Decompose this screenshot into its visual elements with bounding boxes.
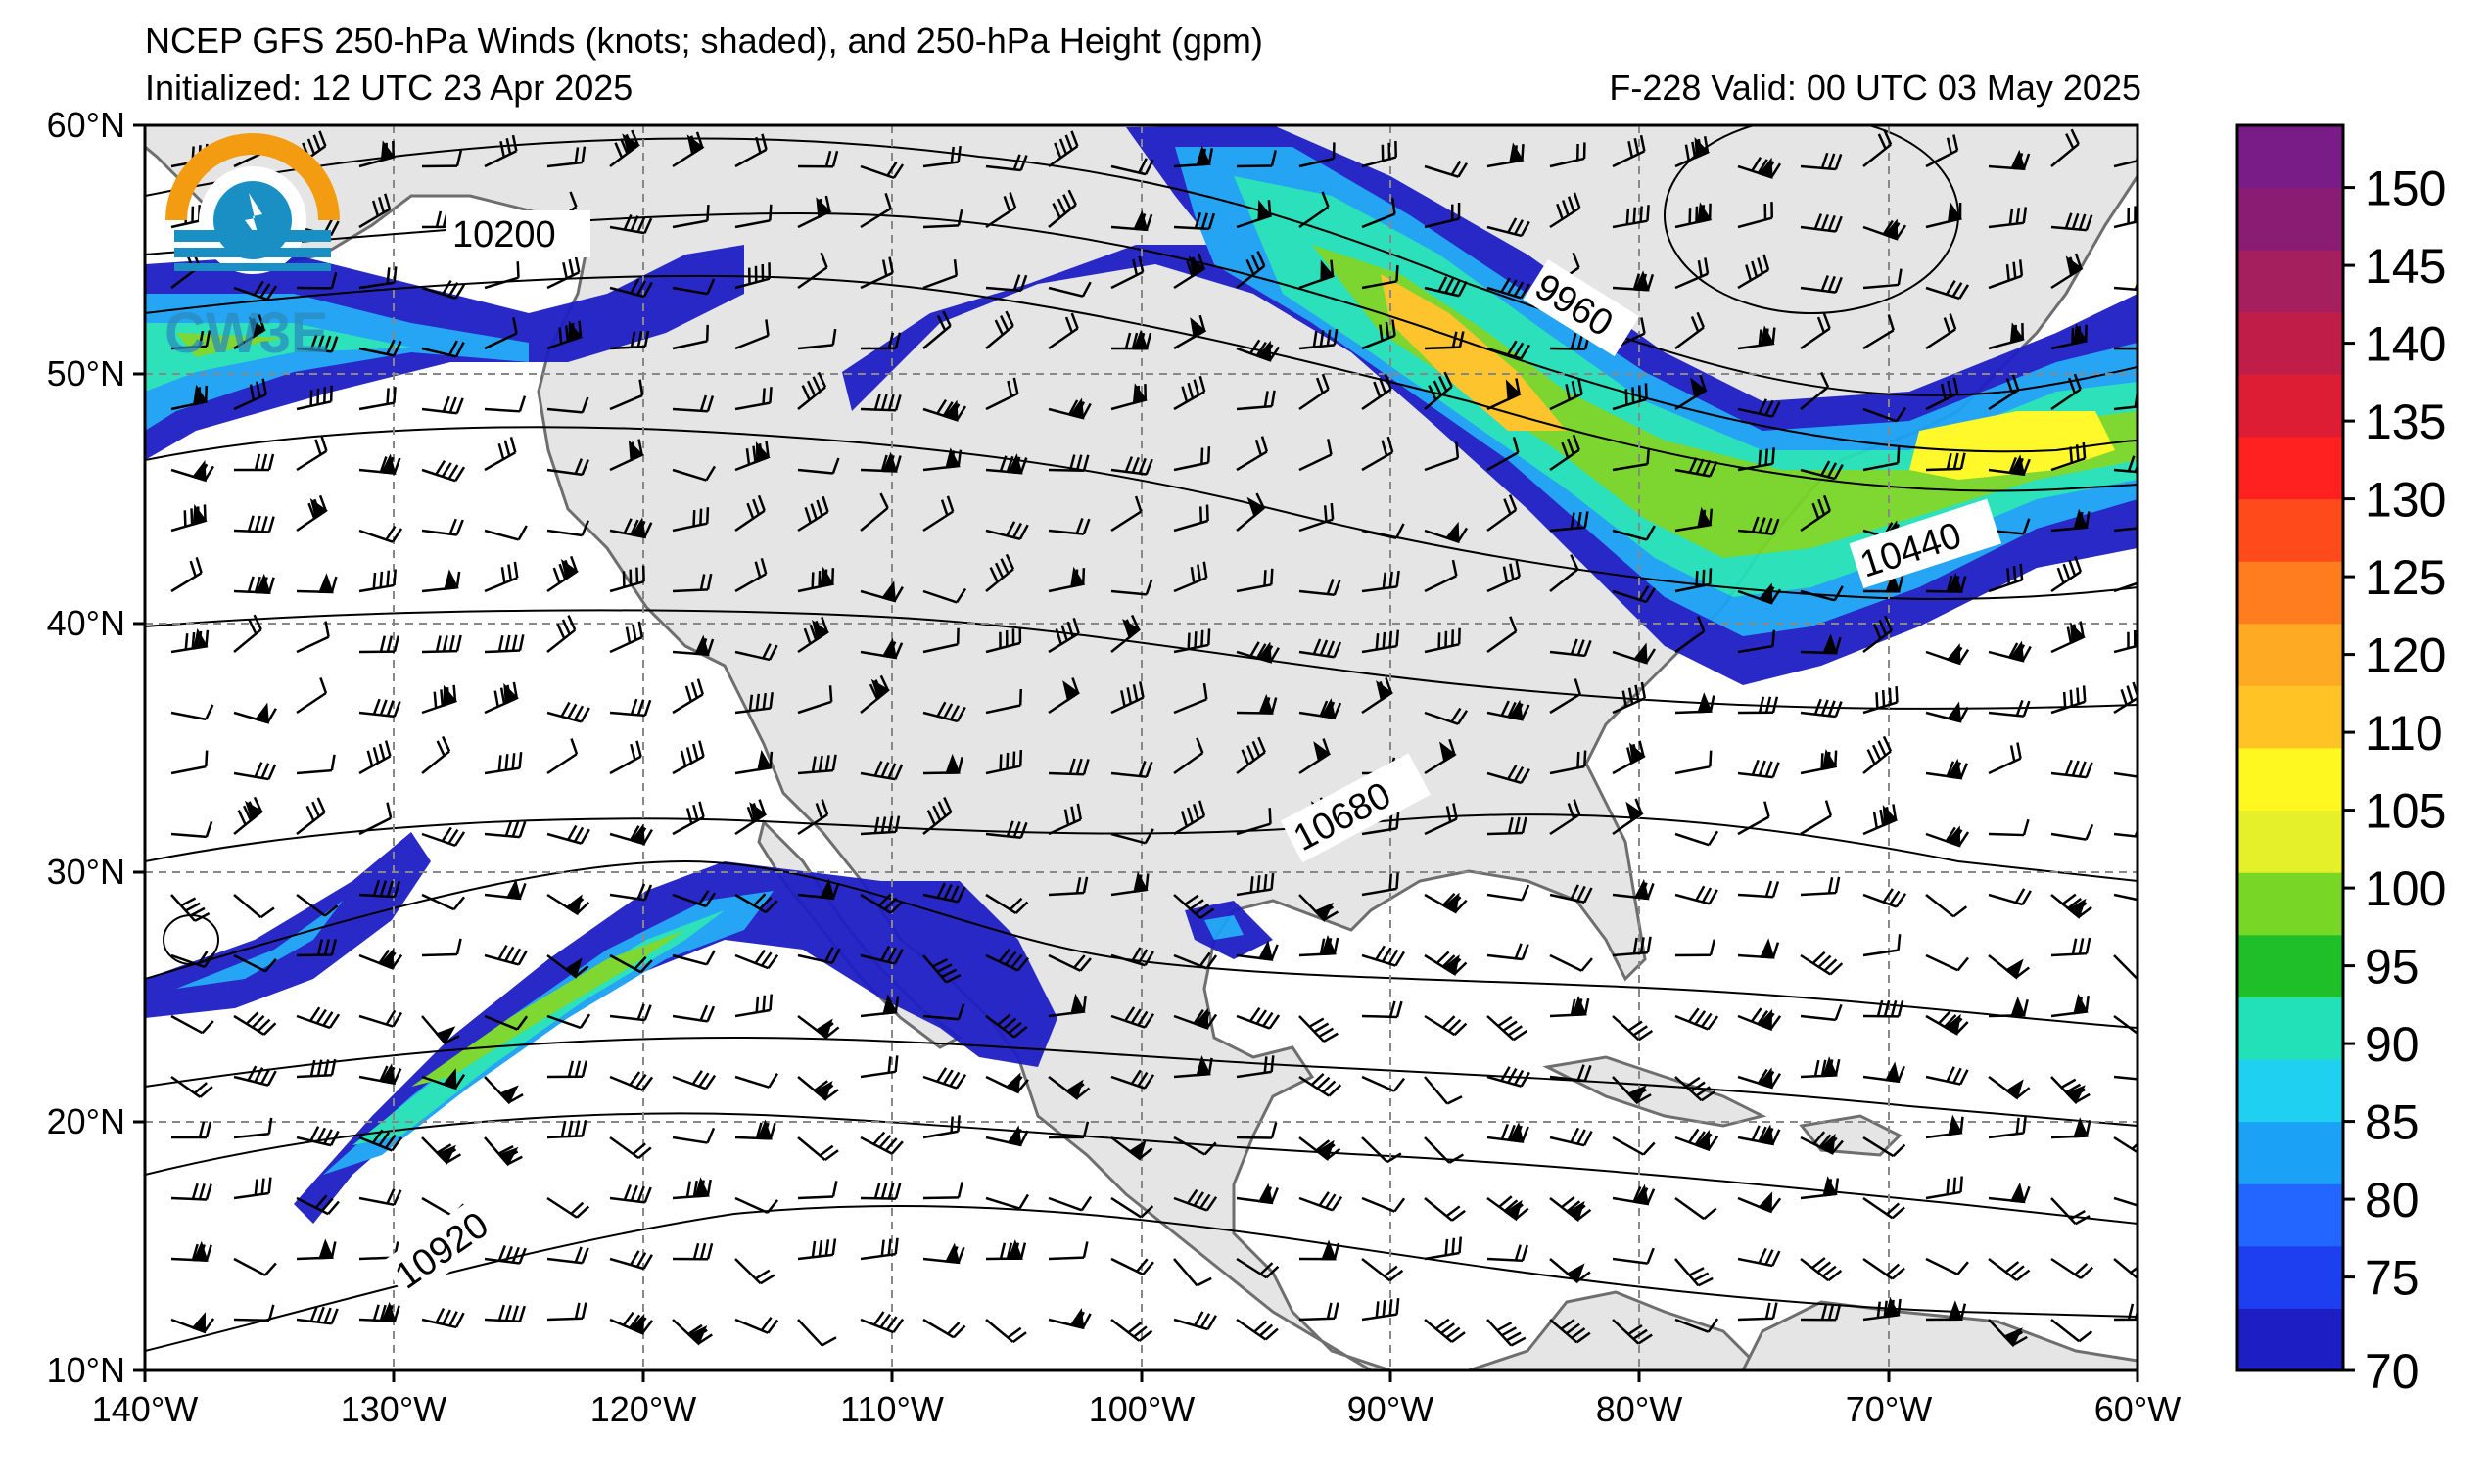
colorbar-segment [2237, 1122, 2343, 1184]
latitude-labels: 60°N 50°N 40°N 30°N 20°N 10°N [47, 105, 125, 1390]
colorbar-label: 95 [2365, 940, 2420, 995]
colorbar-label: 135 [2365, 394, 2446, 449]
colorbar-segment [2237, 1059, 2343, 1122]
lon-label: 110°W [840, 1389, 944, 1429]
lat-label: 50°N [47, 353, 125, 394]
valid-time: F-228 Valid: 00 UTC 03 May 2025 [1609, 69, 2141, 108]
colorbar-segment [2237, 312, 2343, 375]
figure-title: NCEP GFS 250-hPa Winds (knots; shaded), … [145, 22, 1263, 61]
colorbar-segment [2237, 561, 2343, 624]
colorbar-label: 100 [2365, 861, 2446, 916]
longitude-labels: 140°W 130°W 120°W 110°W 100°W 90°W 80°W … [92, 1389, 2181, 1429]
latitude-ticks [133, 125, 145, 1370]
colorbar: 150 145 140 135 130 125 120 110 105 100 95 90 85 80 75… [2237, 125, 2446, 1399]
colorbar-segment [2237, 125, 2343, 188]
lon-label: 100°W [1089, 1389, 1195, 1429]
colorbar-segment [2237, 374, 2343, 437]
colorbar-label: 70 [2365, 1344, 2420, 1399]
colorbar-label: 130 [2365, 473, 2446, 528]
lat-label: 20°N [47, 1101, 125, 1141]
colorbar-segment [2237, 1308, 2343, 1370]
colorbar-segment [2237, 1183, 2343, 1246]
cw3e-logo: CW3E [164, 144, 331, 365]
colorbar-label: 80 [2365, 1173, 2420, 1228]
lat-label: 40°N [47, 603, 125, 643]
colorbar-segment [2237, 748, 2343, 811]
colorbar-segment [2237, 250, 2343, 312]
lon-label: 60°W [2094, 1389, 2181, 1429]
colorbar-label: 110 [2365, 706, 2443, 761]
colorbar-label: 140 [2365, 317, 2446, 372]
longitude-ticks [145, 1370, 2138, 1382]
logo-text: CW3E [164, 301, 329, 365]
initialized-time: Initialized: 12 UTC 23 Apr 2025 [145, 69, 633, 108]
colorbar-segment [2237, 499, 2343, 562]
colorbar-label: 150 [2365, 162, 2446, 216]
colorbar-label: 125 [2365, 550, 2446, 605]
colorbar-segment [2237, 188, 2343, 251]
colorbar-segment [2237, 811, 2343, 873]
colorbar-segment [2237, 935, 2343, 997]
colorbar-label: 145 [2365, 239, 2446, 294]
lon-label: 80°W [1596, 1389, 1682, 1429]
colorbar-label: 75 [2365, 1251, 2420, 1306]
colorbar-segment [2237, 1246, 2343, 1309]
colorbar-segment [2237, 624, 2343, 686]
contour-label-10200: 10200 [452, 214, 556, 255]
lat-label: 10°N [47, 1350, 125, 1390]
lon-label: 140°W [92, 1389, 198, 1429]
colorbar-segment [2237, 685, 2343, 748]
lon-label: 90°W [1347, 1389, 1433, 1429]
lon-label: 130°W [341, 1389, 446, 1429]
colorbar-label: 90 [2365, 1017, 2420, 1072]
lon-label: 70°W [1846, 1389, 1932, 1429]
lon-label: 120°W [590, 1389, 696, 1429]
colorbar-segment [2237, 997, 2343, 1059]
colorbar-label: 120 [2365, 628, 2446, 683]
colorbar-segment [2237, 872, 2343, 935]
colorbar-segment [2237, 437, 2343, 499]
colorbar-label: 85 [2365, 1095, 2420, 1150]
colorbar-label: 105 [2365, 784, 2446, 839]
lat-label: 30°N [47, 852, 125, 892]
lat-label: 60°N [47, 105, 125, 145]
